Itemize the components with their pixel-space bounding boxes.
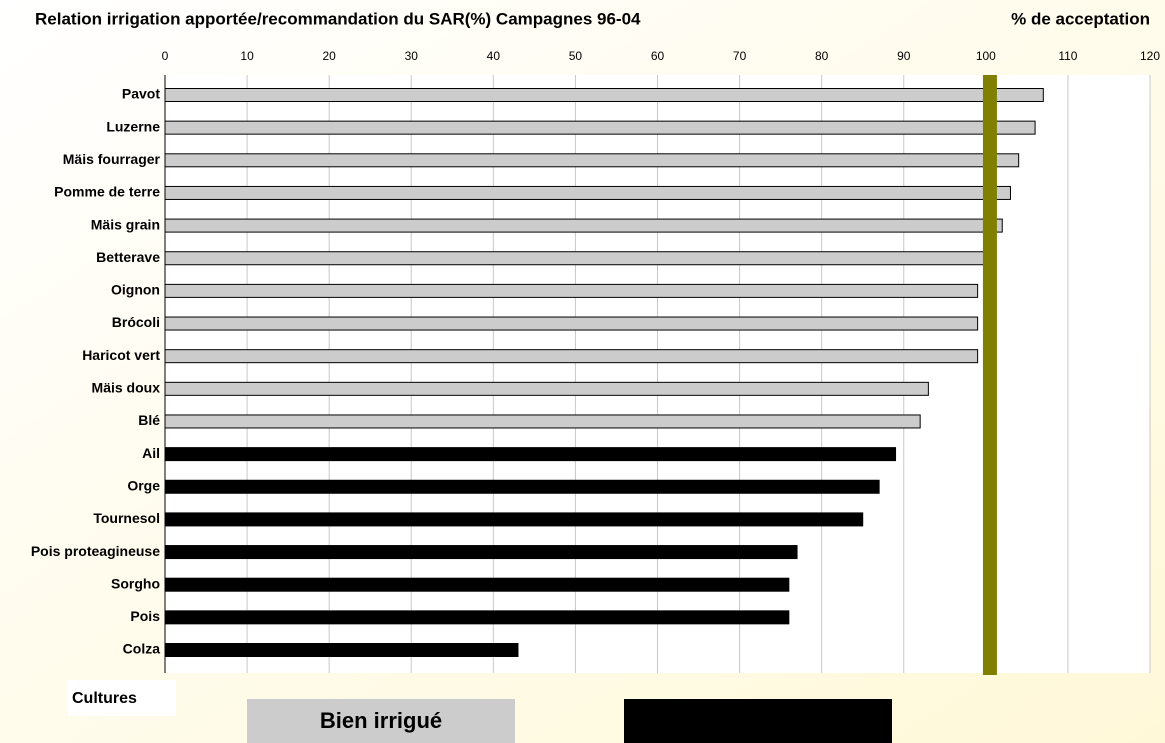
y-tick-label: Oignon — [111, 282, 160, 298]
y-tick-label: Haricot vert — [82, 347, 160, 363]
y-tick-label: Mäis grain — [91, 216, 160, 232]
x-tick-label: 10 — [240, 49, 254, 63]
y-axis-label: Cultures — [72, 690, 137, 707]
y-tick-label: Pois — [130, 608, 160, 624]
y-tick-label: Mäis fourrager — [63, 151, 161, 167]
y-tick-label: Tournesol — [93, 510, 160, 526]
x-tick-label: 30 — [405, 49, 419, 63]
bar — [164, 218, 1003, 233]
legend-swatch — [624, 699, 892, 743]
y-tick-label: Ail — [142, 445, 160, 461]
bar — [164, 545, 798, 560]
bar — [164, 479, 880, 494]
reference-label: % de acceptation — [1011, 9, 1150, 28]
y-tick-label: Betterave — [96, 249, 160, 265]
bar — [164, 88, 1044, 102]
y-tick-label: Pois proteagineuse — [31, 543, 160, 559]
y-label-box — [68, 680, 176, 716]
bar — [164, 153, 1020, 168]
x-tick-label: 90 — [897, 49, 911, 63]
bar — [164, 414, 921, 429]
x-tick-label: 120 — [1140, 49, 1160, 63]
x-tick-label: 70 — [733, 49, 747, 63]
bar — [164, 349, 979, 364]
bar — [164, 610, 790, 625]
y-tick-label: Pomme de terre — [54, 184, 160, 200]
x-tick-label: 20 — [322, 49, 336, 63]
bar — [164, 283, 979, 298]
y-tick-label: Luzerne — [106, 118, 160, 134]
legend-swatch — [247, 699, 515, 743]
legend-label: Bien irrigué — [320, 708, 442, 733]
bar — [164, 251, 987, 266]
x-tick-label: 60 — [651, 49, 665, 63]
legend-label: Infra- irrigué — [693, 708, 823, 733]
bar — [164, 381, 929, 396]
y-tick-label: Orge — [127, 477, 160, 493]
y-tick-label: Colza — [123, 641, 161, 657]
chart-title: Relation irrigation apportée/recommandat… — [35, 9, 641, 28]
x-tick-label: 50 — [569, 49, 583, 63]
y-tick-label: Brócoli — [112, 314, 160, 330]
x-tick-label: 110 — [1058, 49, 1077, 63]
y-tick-label: Mäis doux — [92, 380, 161, 396]
y-tick-label: Sorgho — [111, 575, 160, 591]
y-tick-label: Pavot — [122, 86, 160, 102]
y-tick-label: Blé — [138, 412, 160, 428]
x-tick-label: 40 — [487, 49, 501, 63]
x-tick-label: 0 — [162, 49, 169, 63]
bar — [164, 316, 979, 331]
bar — [164, 447, 897, 462]
x-tick-label: 80 — [815, 49, 829, 63]
bar — [164, 185, 1011, 200]
x-tick-label: 100 — [976, 49, 996, 63]
bar — [164, 577, 790, 592]
bar — [164, 643, 519, 657]
bar — [164, 512, 864, 527]
bar — [164, 120, 1036, 135]
